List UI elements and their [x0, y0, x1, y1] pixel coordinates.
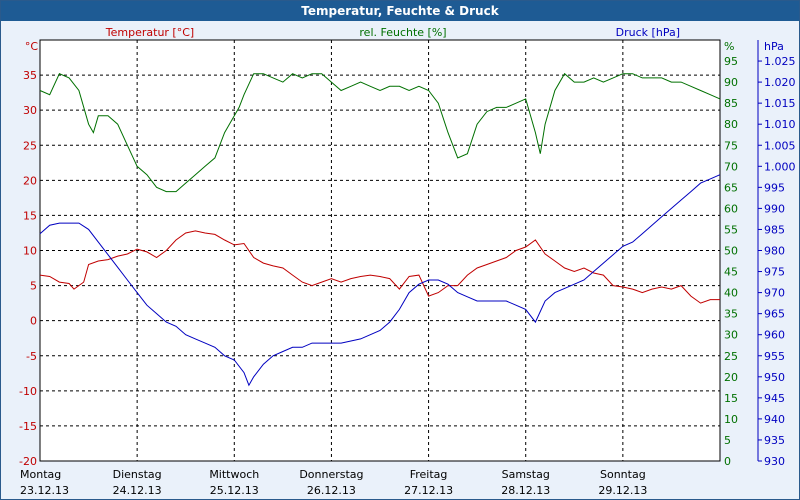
x-date-label: 29.12.13 — [598, 484, 647, 497]
humidity-tick-label: 20 — [724, 371, 738, 384]
left-axis-unit: °C — [25, 40, 39, 53]
humidity-tick-label: 60 — [724, 202, 738, 215]
humidity-tick-label: 75 — [724, 139, 738, 152]
humidity-tick-label: 35 — [724, 308, 738, 321]
humidity-tick-label: 15 — [724, 392, 738, 405]
pressure-tick-label: 935 — [764, 434, 785, 447]
left-tick-label: -15 — [19, 420, 37, 433]
left-tick-label: 10 — [23, 245, 37, 258]
x-day-label: Dienstag — [113, 468, 162, 481]
humidity-tick-label: 50 — [724, 245, 738, 258]
x-date-label: 26.12.13 — [307, 484, 356, 497]
pressure-tick-label: 995 — [764, 181, 785, 194]
right1-axis-unit: % — [724, 40, 734, 53]
right2-axis-unit: hPa — [764, 40, 784, 53]
pressure-tick-label: 975 — [764, 266, 785, 279]
left-tick-label: 0 — [30, 315, 37, 328]
humidity-tick-label: 0 — [724, 455, 731, 468]
humidity-tick-label: 30 — [724, 329, 738, 342]
pressure-header: Druck [hPa] — [616, 26, 680, 39]
humidity-tick-label: 95 — [724, 55, 738, 68]
humidity-axis: 0 5 10 15 20 25 30 35 40 45 50 55 60 65 70 75 80 85 90 95 — [724, 55, 738, 468]
pressure-tick-label: 960 — [764, 329, 785, 342]
x-date-label: 25.12.13 — [210, 484, 259, 497]
pressure-axis: 930 935 940 945 950 955 960 965 970 975 980 985 990 9… — [758, 55, 796, 468]
humidity-tick-label: 25 — [724, 350, 738, 363]
left-tick-label: 35 — [23, 69, 37, 82]
pressure-tick-label: 940 — [764, 413, 785, 426]
left-tick-label: -10 — [19, 385, 37, 398]
pressure-line — [39, 174, 721, 387]
left-tick-label: 30 — [23, 104, 37, 117]
humidity-header: rel. Feuchte [%] — [359, 26, 446, 39]
left-tick-label: 25 — [23, 139, 37, 152]
left-tick-label: -5 — [26, 350, 37, 363]
temperature-line — [39, 230, 720, 304]
x-date-label: 23.12.13 — [20, 484, 69, 497]
x-axis: Montag 23.12.13 Dienstag 24.12.13 Mittwoch 25… — [20, 468, 647, 497]
left-tick-label: 5 — [30, 280, 37, 293]
x-day-label: Donnerstag — [299, 468, 363, 481]
left-tick-label: -20 — [19, 455, 37, 468]
pressure-tick-label: 1.005 — [764, 139, 796, 152]
left-tick-label: 15 — [23, 209, 37, 222]
humidity-line — [39, 72, 721, 193]
humidity-tick-label: 90 — [724, 76, 738, 89]
grid — [40, 40, 720, 461]
chart-title: Temperatur, Feuchte & Druck — [1, 1, 799, 21]
x-date-label: 24.12.13 — [113, 484, 162, 497]
pressure-tick-label: 945 — [764, 392, 785, 405]
pressure-tick-label: 985 — [764, 223, 785, 236]
pressure-tick-label: 955 — [764, 350, 785, 363]
pressure-tick-label: 1.025 — [764, 55, 796, 68]
pressure-tick-label: 1.010 — [764, 118, 796, 131]
pressure-tick-label: 1.000 — [764, 160, 796, 173]
series-lines — [39, 72, 721, 387]
humidity-tick-label: 80 — [724, 118, 738, 131]
left-axis: -20 -15 -10 -5 0 5 10 15 20 25 30 35 — [19, 69, 37, 468]
x-date-label: 27.12.13 — [404, 484, 453, 497]
x-date-label: 28.12.13 — [501, 484, 550, 497]
pressure-tick-label: 1.020 — [764, 76, 796, 89]
pressure-tick-label: 1.015 — [764, 97, 796, 110]
pressure-tick-label: 930 — [764, 455, 785, 468]
humidity-tick-label: 65 — [724, 181, 738, 194]
temperature-header: Temperatur [°C] — [105, 26, 194, 39]
humidity-tick-label: 70 — [724, 160, 738, 173]
pressure-tick-label: 980 — [764, 245, 785, 258]
pressure-tick-label: 970 — [764, 287, 785, 300]
x-day-label: Montag — [20, 468, 61, 481]
humidity-tick-label: 5 — [724, 434, 731, 447]
humidity-tick-label: 45 — [724, 266, 738, 279]
humidity-tick-label: 40 — [724, 287, 738, 300]
x-day-label: Samstag — [502, 468, 550, 481]
pressure-tick-label: 950 — [764, 371, 785, 384]
pressure-tick-label: 965 — [764, 308, 785, 321]
x-day-label: Freitag — [410, 468, 448, 481]
humidity-tick-label: 10 — [724, 413, 738, 426]
x-day-label: Mittwoch — [209, 468, 259, 481]
pressure-tick-label: 990 — [764, 202, 785, 215]
humidity-tick-label: 55 — [724, 223, 738, 236]
humidity-tick-label: 85 — [724, 97, 738, 110]
x-day-label: Sonntag — [600, 468, 646, 481]
left-tick-label: 20 — [23, 174, 37, 187]
